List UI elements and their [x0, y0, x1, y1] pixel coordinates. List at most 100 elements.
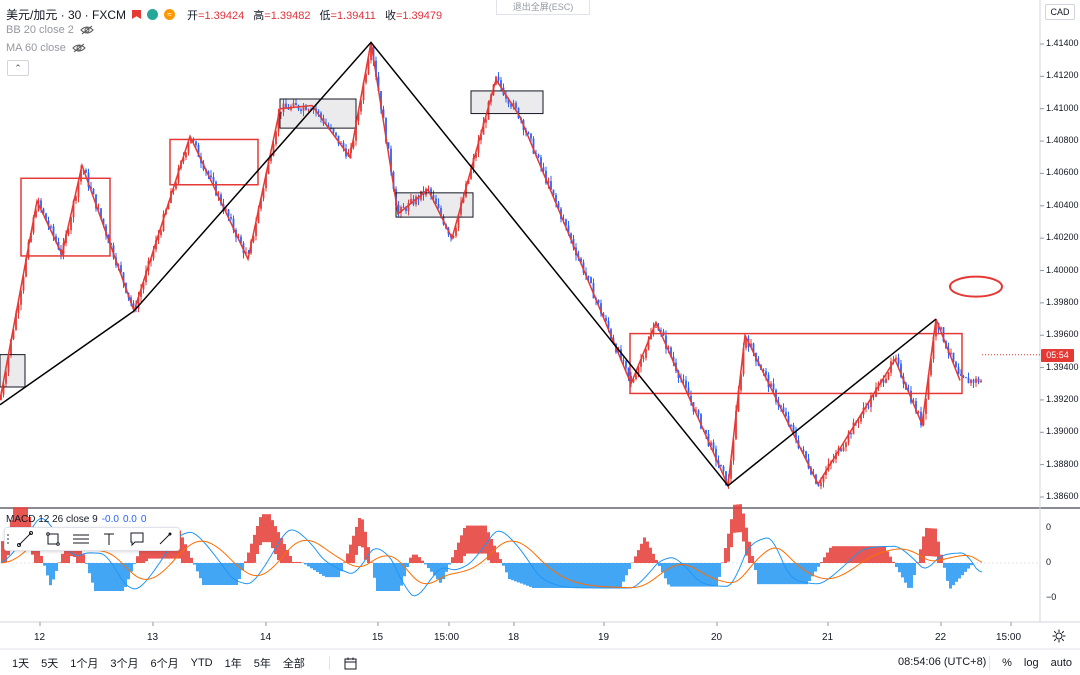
annotation-ellipse [949, 275, 1003, 298]
calendar-icon[interactable] [344, 657, 357, 670]
macd-histogram-bar [685, 563, 688, 587]
candle-body [452, 235, 455, 238]
brush-icon[interactable] [151, 528, 179, 550]
price-axis-label: 1.39200 [1046, 393, 1079, 404]
macd-histogram-bar [943, 563, 946, 568]
macd-histogram-bar [946, 563, 949, 581]
symbol-title[interactable]: 美元/加元 · 30 · FXCM [6, 8, 127, 22]
candle-body [272, 144, 275, 156]
macd-histogram-bar [931, 528, 934, 557]
macd-histogram-bar [628, 563, 631, 570]
macd-histogram-bar [643, 537, 646, 563]
range-3m[interactable]: 3个月 [110, 658, 139, 670]
callout-icon[interactable] [123, 528, 151, 550]
macd-histogram-bar [673, 563, 676, 587]
range-6m[interactable]: 6个月 [150, 658, 179, 670]
candle-body [77, 181, 80, 197]
candle-body [965, 377, 967, 379]
macd-histogram-bar [247, 552, 250, 563]
range-5y[interactable]: 5年 [253, 658, 271, 670]
candle-body [600, 303, 602, 314]
macd-histogram-bar [244, 561, 247, 563]
macd-histogram-bar [808, 563, 811, 582]
eye-icon[interactable] [80, 25, 94, 35]
candle-body [780, 405, 782, 408]
candle-body [185, 152, 187, 158]
macd-histogram-bar [124, 563, 127, 587]
candle-body [457, 214, 460, 228]
candle-body [655, 326, 657, 328]
macd-histogram-bar [898, 563, 901, 573]
macd-histogram-bar [868, 546, 871, 563]
candle-body [632, 379, 635, 383]
macd-histogram-bar [43, 563, 46, 566]
collapse-legend-button[interactable]: ⌃ [7, 60, 29, 76]
currency-badge[interactable]: CAD [1045, 4, 1075, 20]
candle-body [257, 208, 260, 224]
auto-scale-button[interactable]: auto [1050, 657, 1072, 669]
macd-histogram-bar [661, 563, 664, 573]
rectangle-icon[interactable] [39, 528, 67, 550]
candle-body [435, 198, 437, 204]
macd-histogram-bar [841, 546, 844, 563]
macd-histogram-bar [640, 543, 643, 563]
macd-histogram-bar [40, 555, 43, 563]
percent-scale-button[interactable]: % [1002, 657, 1012, 669]
clock-timezone[interactable]: 08:54:06 (UTC+8) [898, 656, 987, 668]
candle-body [402, 207, 405, 209]
candle-body [255, 223, 257, 236]
candle-body [587, 275, 590, 278]
bb-indicator-legend[interactable]: BB 20 close 2 [6, 24, 94, 36]
range-all[interactable]: 全部 [282, 658, 305, 670]
text-icon[interactable] [95, 528, 123, 550]
candle-body [215, 181, 217, 196]
range-ytd[interactable]: YTD [190, 657, 213, 669]
macd-histogram-bar [202, 563, 205, 586]
macd-histogram-bar [799, 563, 802, 585]
macd-histogram-bar [463, 528, 466, 557]
macd-legend[interactable]: MACD 12 26 close 9 -0.0 0.0 0 [6, 514, 147, 525]
ma-indicator-legend[interactable]: MA 60 close [6, 42, 86, 54]
macd-histogram-bar [355, 526, 358, 555]
macd-histogram-bar [679, 563, 682, 587]
candle-body [715, 448, 717, 461]
candle-body [557, 202, 560, 209]
candle-body [820, 482, 822, 487]
drag-handle[interactable] [5, 528, 11, 550]
horizontal-lines-icon[interactable] [67, 528, 95, 550]
macd-histogram-bar [550, 563, 553, 588]
candle-body [572, 238, 575, 248]
trend-line-icon[interactable] [11, 528, 39, 550]
flag-icon[interactable] [132, 10, 142, 19]
exit-fullscreen-button[interactable]: 退出全屏(ESC) [496, 0, 590, 15]
macd-histogram-bar [967, 563, 970, 569]
macd-histogram-bar [757, 563, 760, 585]
eye-icon[interactable] [72, 43, 86, 53]
macd-histogram-bar [55, 563, 58, 571]
macd-histogram-bar [79, 545, 82, 563]
macd-histogram-bar [16, 507, 19, 536]
macd-histogram-bar [433, 563, 436, 576]
macd-histogram-bar [580, 563, 583, 588]
candle-body [582, 262, 585, 273]
macd-histogram-bar [835, 546, 838, 563]
log-scale-button[interactable]: log [1023, 657, 1039, 669]
range-1y[interactable]: 1年 [224, 658, 242, 670]
macd-histogram-bar [340, 563, 343, 572]
macd-histogram-bar [862, 546, 865, 563]
range-1d[interactable]: 1天 [12, 658, 30, 670]
macd-histogram-bar [211, 563, 214, 586]
macd-histogram-bar [385, 563, 388, 591]
gear-icon[interactable] [1052, 629, 1066, 643]
macd-histogram-bar [346, 553, 349, 563]
candle-body [667, 347, 670, 349]
macd-histogram-bar [718, 563, 721, 577]
price-axis-label: 1.38600 [1046, 491, 1079, 501]
macd-histogram-bar [736, 504, 739, 533]
macd-histogram-bar [484, 525, 487, 554]
macd-histogram-bar [238, 563, 241, 580]
range-1m[interactable]: 1个月 [70, 658, 99, 670]
range-5d[interactable]: 5天 [41, 658, 59, 670]
candle-body [512, 102, 515, 107]
